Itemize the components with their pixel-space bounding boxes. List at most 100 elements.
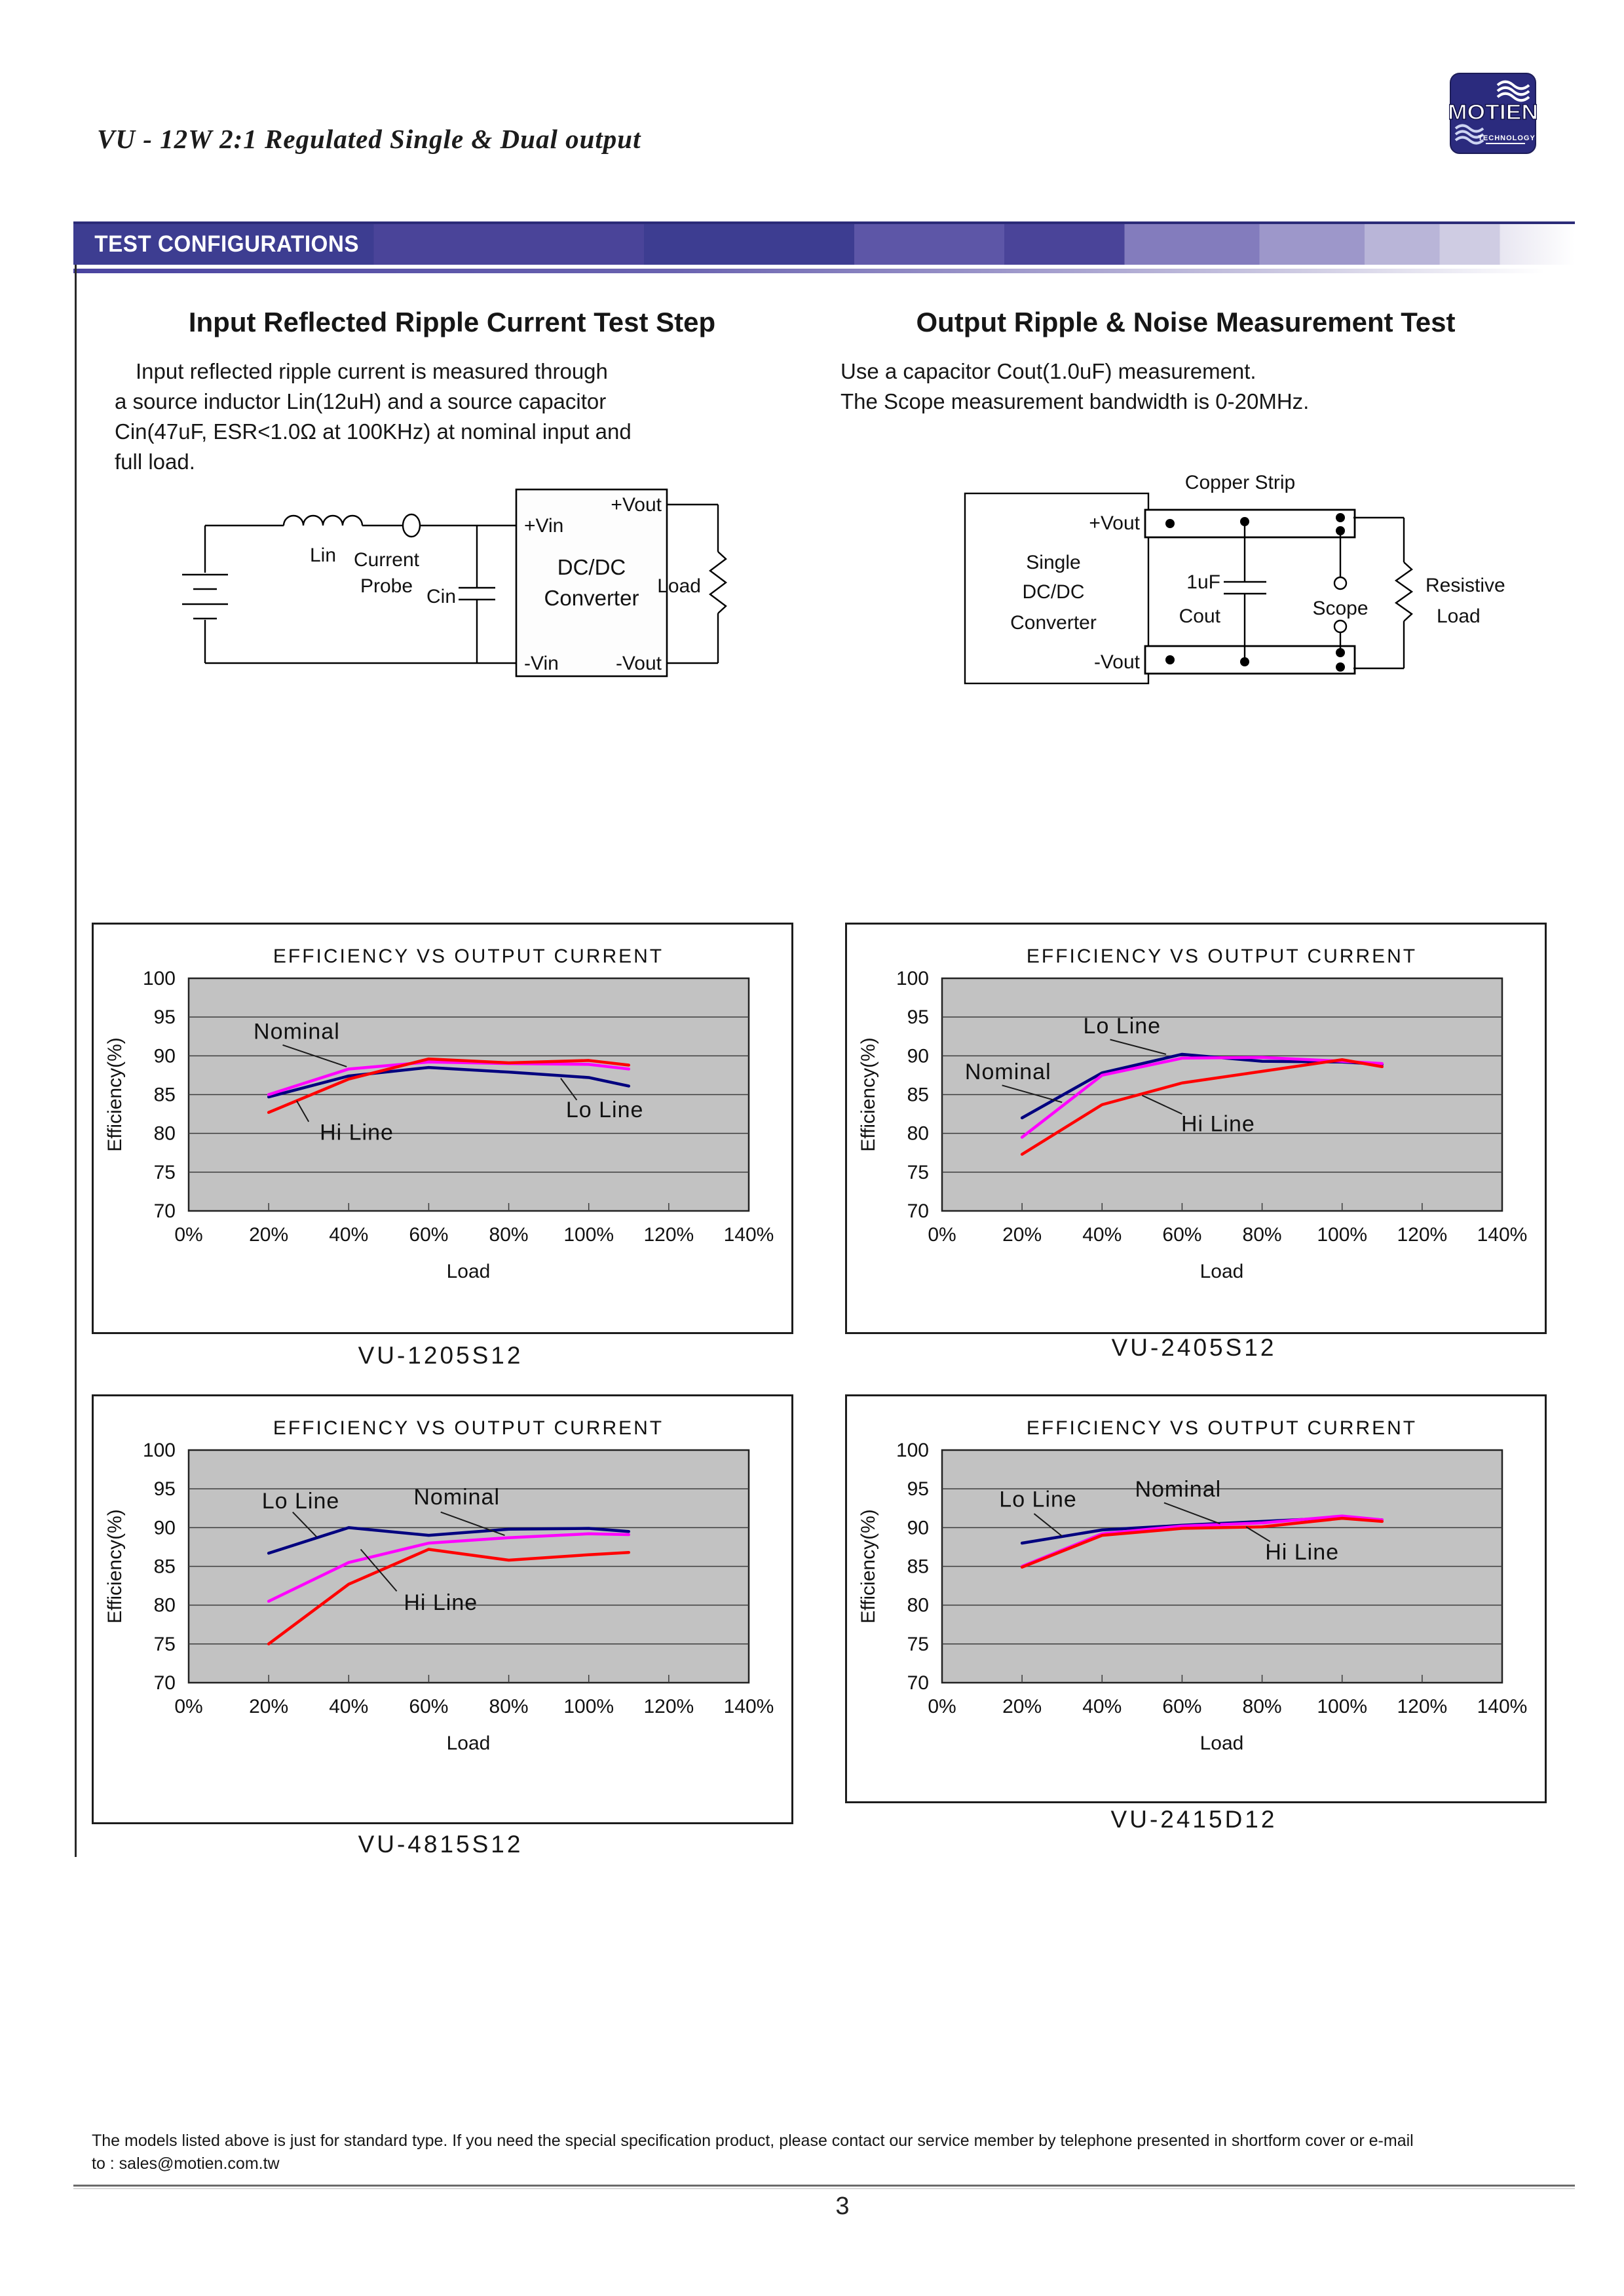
y-axis-label: Efficiency(%): [104, 1509, 126, 1624]
x-tick-label: 140%: [724, 1224, 774, 1246]
y-axis-label: Efficiency(%): [104, 1037, 126, 1152]
efficiency-chart-vu-2405s12: EFFICIENCY VS OUTPUT CURRENT 0% 20% 40% 60% 8…: [845, 923, 1547, 1334]
x-tick-label: 120%: [643, 1696, 694, 1717]
annotation-nominal: Nominal: [1135, 1477, 1221, 1502]
series-line-hi-line: [267, 1057, 631, 1114]
chart-model-label: VU-4815S12: [358, 1831, 523, 1858]
body-line: Use a capacitor Cout(1.0uF) measurement.: [840, 359, 1256, 383]
chart-model-label: VU-2405S12: [1111, 1334, 1277, 1361]
efficiency-chart-vu-4815s12: EFFICIENCY VS OUTPUT CURRENT 0% 20% 40% 60% 8…: [92, 1394, 793, 1824]
body-line: full load.: [115, 450, 195, 474]
y-tick-label: 80: [907, 1595, 929, 1617]
y-tick-label: 90: [907, 1045, 929, 1067]
footer-line: to : sales@motien.com.tw: [92, 2154, 280, 2173]
x-axis-label: Load: [447, 1261, 491, 1282]
converter-box-label: Converter: [1010, 612, 1097, 634]
load-label: Load: [657, 575, 701, 597]
y-tick-label: 75: [154, 1634, 176, 1655]
series-line-lo-line: [267, 1065, 631, 1099]
chart-title: EFFICIENCY VS OUTPUT CURRENT: [1027, 1417, 1417, 1439]
cout-value-label: 1uF: [1186, 571, 1220, 593]
y-tick-label: 95: [154, 1478, 176, 1500]
annotation-lo-line: Lo Line: [262, 1489, 340, 1514]
y-tick-label: 85: [154, 1084, 176, 1106]
current-probe-label: Current: [354, 549, 420, 571]
y-tick-label: 95: [907, 1006, 929, 1028]
annotation-nominal: Nominal: [413, 1485, 500, 1510]
body-line: The Scope measurement bandwidth is 0-20M…: [840, 389, 1310, 413]
x-tick-label: 20%: [1002, 1224, 1042, 1246]
annotation-callout: [560, 1078, 578, 1101]
y-tick-label: 100: [143, 1440, 176, 1461]
x-tick-label: 100%: [563, 1696, 614, 1717]
x-tick-label: 20%: [249, 1696, 288, 1717]
series-line-nominal: [267, 1532, 631, 1603]
vout-pos-label: +Vout: [1089, 512, 1140, 534]
chart-model-label: VU-2415D12: [1110, 1806, 1277, 1833]
vin-pos-label: +Vin: [524, 515, 563, 537]
annotation-callout: [440, 1511, 505, 1537]
footer-rule: [73, 2185, 1575, 2189]
input-ripple-description: Input reflected ripple current is measur…: [115, 356, 796, 477]
efficiency-chart-svg: EFFICIENCY VS OUTPUT CURRENT 0% 20% 40% 60% 8…: [858, 946, 1528, 1282]
efficiency-chart-vu-1205s12: EFFICIENCY VS OUTPUT CURRENT 0% 20% 40% 60% 8…: [92, 923, 793, 1334]
x-tick-label: 0%: [174, 1696, 202, 1717]
x-tick-label: 80%: [1243, 1224, 1282, 1246]
y-tick-label: 70: [154, 1672, 176, 1694]
footer-line: The models listed above is just for stan…: [92, 2132, 1414, 2150]
chart-model-label: VU-1205S12: [358, 1342, 523, 1369]
copper-strip-label: Copper Strip: [1185, 472, 1295, 493]
y-tick-label: 80: [907, 1123, 929, 1145]
converter-box-label: DC/DC: [557, 555, 626, 579]
motien-logo: MOTIEN TECHNOLOGY: [1447, 71, 1539, 156]
annotation-callout: [296, 1100, 310, 1122]
scope-label: Scope: [1312, 598, 1368, 619]
annotation-callout: [1110, 1039, 1167, 1055]
logo-sub-text: TECHNOLOGY: [1478, 134, 1536, 142]
y-tick-label: 100: [143, 968, 176, 989]
series-line-hi-line: [1020, 1058, 1384, 1156]
x-tick-label: 40%: [329, 1224, 368, 1246]
y-tick-label: 85: [907, 1556, 929, 1578]
series-line-hi-line: [1020, 1516, 1384, 1569]
body-line: Cin(47uF, ESR<1.0Ω at 100KHz) at nominal…: [115, 419, 632, 444]
chart-title: EFFICIENCY VS OUTPUT CURRENT: [1027, 946, 1417, 967]
annotation-lo-line: Lo Line: [1084, 1014, 1161, 1039]
annotation-hi-line: Hi Line: [320, 1120, 394, 1145]
y-tick-label: 70: [907, 1672, 929, 1694]
cin-label: Cin: [426, 586, 456, 607]
y-tick-label: 75: [907, 1162, 929, 1183]
x-tick-label: 60%: [409, 1696, 448, 1717]
output-noise-description: Use a capacitor Cout(1.0uF) measurement.…: [840, 356, 1535, 417]
y-tick-label: 100: [896, 968, 929, 989]
y-tick-label: 75: [154, 1162, 176, 1183]
annotation-callout: [1002, 1084, 1063, 1103]
x-tick-label: 60%: [409, 1224, 448, 1246]
section-heading-output-noise: Output Ripple & Noise Measurement Test: [916, 307, 1456, 337]
input-ripple-test-diagram: Lin Current Probe Cin +Vin -Vin DC/DC Co…: [149, 467, 739, 686]
annotation-callout: [1141, 1094, 1182, 1115]
banner-label: TEST CONFIGURATIONS: [94, 231, 360, 257]
x-tick-label: 40%: [1082, 1696, 1122, 1717]
x-tick-label: 140%: [1477, 1224, 1528, 1246]
y-tick-label: 75: [907, 1634, 929, 1655]
x-tick-label: 60%: [1162, 1696, 1201, 1717]
x-axis-label: Load: [1200, 1732, 1244, 1754]
y-tick-label: 90: [907, 1517, 929, 1539]
x-tick-label: 100%: [1317, 1224, 1367, 1246]
series-line-hi-line: [267, 1548, 631, 1646]
body-line: a source inductor Lin(12uH) and a source…: [115, 389, 607, 413]
cout-name-label: Cout: [1179, 605, 1221, 627]
annotation-callout: [282, 1044, 347, 1067]
annotation-lo-line: Lo Line: [999, 1487, 1077, 1512]
converter-box-label: DC/DC: [1023, 581, 1085, 603]
annotation-callout: [1163, 1502, 1220, 1525]
motien-logo-graphic: MOTIEN TECHNOLOGY: [1447, 73, 1539, 154]
vin-neg-label: -Vin: [524, 653, 559, 674]
x-tick-label: 100%: [1317, 1696, 1367, 1717]
x-tick-label: 120%: [1397, 1224, 1447, 1246]
y-tick-label: 80: [154, 1123, 176, 1145]
page-number: 3: [835, 2192, 850, 2220]
page-title: VU - 12W 2:1 Regulated Single & Dual out…: [97, 124, 641, 154]
